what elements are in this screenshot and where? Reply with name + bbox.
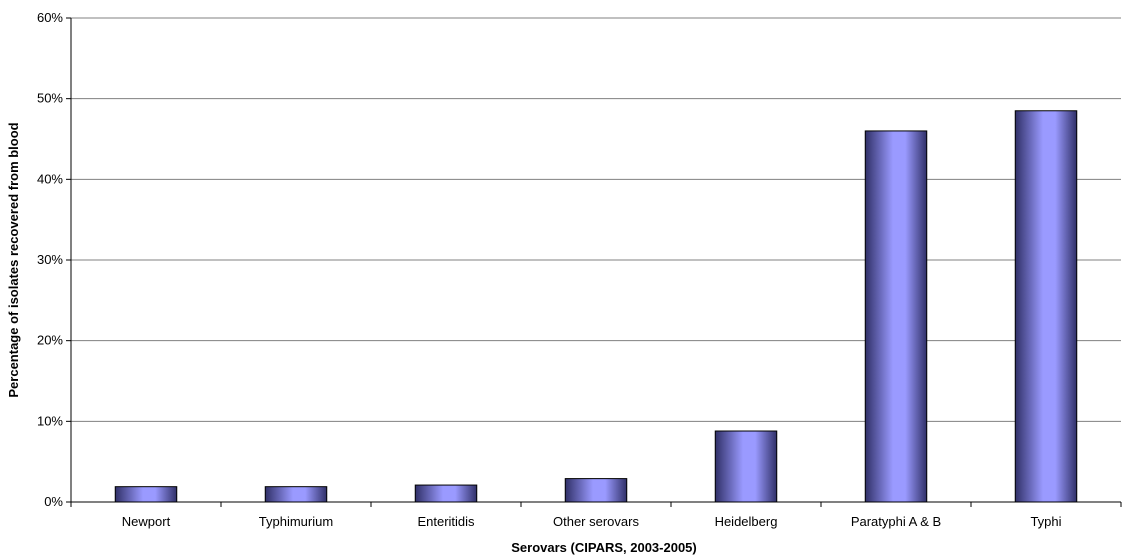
x-tick-label: Enteritidis — [417, 514, 475, 529]
y-tick-label: 40% — [37, 171, 63, 186]
bar — [1014, 110, 1078, 503]
bar — [864, 130, 928, 503]
bar — [264, 486, 328, 503]
axes — [66, 17, 1122, 507]
y-tick-label: 30% — [37, 252, 63, 267]
bar — [414, 484, 478, 503]
bar — [564, 478, 628, 503]
bar — [114, 486, 178, 503]
y-tick-label: 50% — [37, 91, 63, 106]
y-tick-label: 60% — [37, 10, 63, 25]
y-tick-label: 10% — [37, 413, 63, 428]
x-tick-label: Other serovars — [553, 514, 639, 529]
bars — [114, 110, 1078, 503]
tick-labels: 0% 10% 20% 30% 40% 50% 60% Newport Typhimurium En… — [37, 10, 1062, 529]
y-tick-label: 20% — [37, 333, 63, 348]
bar — [714, 430, 778, 503]
gridlines — [71, 17, 1121, 422]
x-tick-label: Typhimurium — [259, 514, 333, 529]
y-axis-title: Percentage of isolates recovered from bl… — [6, 122, 21, 397]
x-tick-label: Newport — [122, 514, 171, 529]
y-tick-label: 0% — [44, 494, 63, 509]
x-axis-title: Serovars (CIPARS, 2003-2005) — [511, 540, 696, 555]
x-tick-label: Heidelberg — [715, 514, 778, 529]
x-tick-label: Paratyphi A & B — [851, 514, 941, 529]
x-tick-label: Typhi — [1030, 514, 1061, 529]
